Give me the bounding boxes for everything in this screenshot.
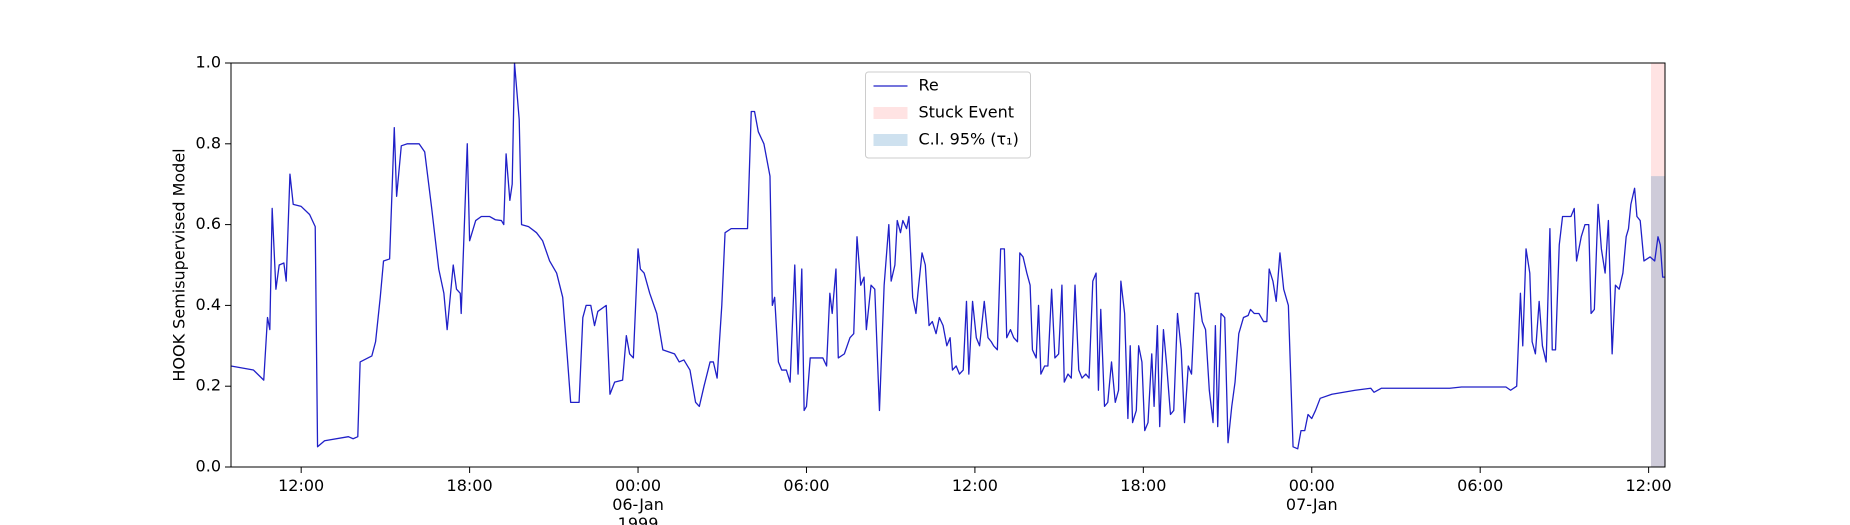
- x-tick-label: 18:00: [446, 476, 493, 495]
- x-tick-label: 00:00 06-Jan 1999: [612, 476, 664, 525]
- x-tick-label: 06:00: [1457, 476, 1504, 495]
- y-tick-label: 0.4: [196, 295, 221, 314]
- x-tick-label: 00:00 07-Jan: [1285, 476, 1338, 514]
- x-tick-label: 12:00: [1625, 476, 1672, 495]
- y-tick-label: 0.6: [196, 214, 221, 233]
- x-tick-label: 12:00: [951, 476, 998, 495]
- legend-swatch: [873, 134, 908, 146]
- y-tick-label: 0.2: [196, 376, 221, 395]
- stuck-event-span: [1650, 63, 1665, 467]
- legend-label: Re: [919, 76, 939, 95]
- x-tick-label: 06:00: [783, 476, 830, 495]
- legend: Re Stuck Event C.I. 95% (τ₁): [865, 71, 1031, 159]
- plot-frame: [230, 62, 1666, 468]
- legend-swatch: [873, 107, 908, 119]
- legend-label: C.I. 95% (τ₁): [919, 130, 1019, 149]
- legend-box: [865, 71, 1031, 159]
- x-tick-label: 18:00: [1120, 476, 1167, 495]
- confidence-band: [1650, 176, 1665, 467]
- y-axis-label: HOOK Semisupervised Model: [170, 148, 189, 381]
- y-tick-label: 0.0: [196, 457, 221, 476]
- data-line: [230, 62, 1665, 450]
- legend-label: Stuck Event: [919, 103, 1015, 122]
- y-tick-label: 0.8: [196, 133, 221, 152]
- y-tick-label: 1.0: [196, 53, 221, 72]
- x-tick-label: 12:00: [278, 476, 325, 495]
